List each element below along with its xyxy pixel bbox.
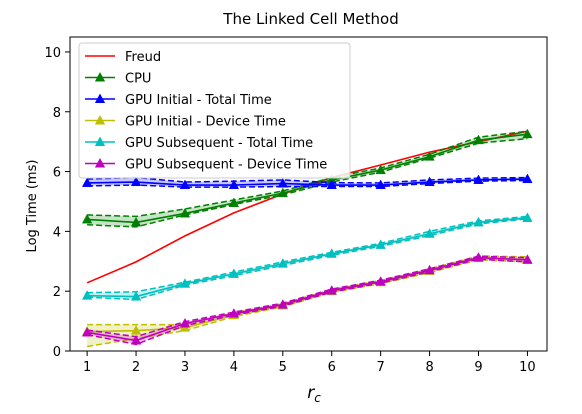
point-gpu-subsequent-total-time-4 bbox=[228, 268, 240, 278]
x-tick-label-4: 4 bbox=[230, 360, 238, 375]
point-gpu-subsequent-device-time-3 bbox=[179, 317, 191, 328]
line-gpu-subsequent-total-time bbox=[87, 217, 528, 298]
point-cpu-9 bbox=[473, 134, 484, 145]
point-gpu-subsequent-device-time-6 bbox=[326, 285, 337, 295]
point-gpu-subsequent-total-time-2 bbox=[130, 291, 142, 301]
point-gpu-subsequent-device-time-2 bbox=[130, 335, 142, 345]
point-cpu-3 bbox=[179, 207, 191, 218]
chart-title: The Linked Cell Method bbox=[222, 10, 398, 28]
x-tick-label-9: 9 bbox=[474, 360, 482, 375]
point-cpu-5 bbox=[277, 187, 288, 198]
band-upper-gpu-subsequent-device-time bbox=[87, 255, 528, 338]
legend-label-freud: Freud bbox=[125, 50, 161, 65]
legend-label-cpu: CPU bbox=[125, 72, 151, 87]
legend-box bbox=[78, 42, 351, 179]
legend-marker-gpu-initial-total-time bbox=[94, 93, 106, 103]
x-axis-label-sub: c bbox=[314, 391, 321, 405]
y-tick-label-8: 8 bbox=[53, 106, 61, 121]
line-gpu-initial-total-time bbox=[87, 178, 528, 186]
legend-marker-gpu-initial-device-time bbox=[94, 114, 106, 125]
point-gpu-initial-total-time-2 bbox=[130, 176, 142, 187]
line-gpu-subsequent-device-time bbox=[86, 256, 528, 342]
x-tick-label-6: 6 bbox=[328, 360, 336, 375]
point-gpu-initial-total-time-3 bbox=[179, 179, 191, 190]
point-gpu-subsequent-total-time-9 bbox=[473, 216, 484, 227]
point-gpu-subsequent-total-time-10 bbox=[522, 212, 533, 222]
y-tick-label-10: 10 bbox=[44, 46, 61, 61]
point-gpu-subsequent-total-time-5 bbox=[277, 258, 288, 268]
legend-label-gpu-subsequent-total-time: GPU Subsequent - Total Time bbox=[125, 136, 313, 151]
x-tick-label-2: 2 bbox=[132, 360, 140, 375]
legend-label-gpu-subsequent-device-time: GPU Subsequent - Device Time bbox=[125, 158, 327, 173]
band-cpu bbox=[87, 131, 528, 227]
point-gpu-initial-total-time-8 bbox=[424, 176, 435, 187]
band-upper-gpu-initial-device-time bbox=[87, 255, 528, 326]
band-upper-cpu bbox=[87, 130, 528, 218]
point-gpu-initial-total-time-5 bbox=[277, 178, 288, 188]
band-upper-gpu-initial-total-time bbox=[87, 176, 528, 184]
point-gpu-initial-total-time-1 bbox=[81, 177, 93, 187]
plot-area: 1 2 3 4 5 6 7 8 9 10 0 2 4 6 8 10 Freud CPU GPU Initial - … bbox=[44, 36, 548, 375]
point-gpu-subsequent-total-time-3 bbox=[179, 278, 191, 288]
band-gpu-subsequent-device-time bbox=[87, 256, 528, 345]
point-gpu-subsequent-device-time-10 bbox=[522, 254, 533, 264]
legend-label-gpu-initial-device-time: GPU Initial - Device Time bbox=[125, 115, 286, 130]
point-cpu-7 bbox=[375, 164, 386, 175]
point-gpu-subsequent-device-time-4 bbox=[228, 308, 240, 318]
y-tick-label-2: 2 bbox=[53, 285, 61, 300]
point-gpu-initial-total-time-7 bbox=[375, 179, 386, 190]
point-cpu-1 bbox=[81, 213, 93, 224]
band-lower-cpu bbox=[87, 137, 528, 228]
band-lower-gpu-subsequent-total-time bbox=[87, 218, 528, 301]
y-tick-label-6: 6 bbox=[53, 166, 61, 181]
x-axis-label: rc bbox=[307, 383, 321, 405]
point-gpu-subsequent-total-time-1 bbox=[81, 290, 93, 300]
point-gpu-subsequent-device-time-7 bbox=[375, 276, 386, 286]
point-gpu-subsequent-total-time-7 bbox=[375, 239, 386, 249]
point-gpu-initial-device-time-2 bbox=[130, 325, 142, 335]
legend-label-gpu-initial-total-time: GPU Initial - Total Time bbox=[125, 93, 272, 108]
point-gpu-initial-total-time-10 bbox=[522, 173, 533, 184]
point-gpu-initial-total-time-6 bbox=[326, 179, 337, 190]
point-gpu-initial-total-time-4 bbox=[228, 179, 240, 190]
point-gpu-subsequent-device-time-8 bbox=[424, 264, 435, 275]
x-tick-label-7: 7 bbox=[377, 360, 385, 375]
point-gpu-subsequent-total-time-8 bbox=[424, 228, 435, 238]
band-upper-gpu-subsequent-total-time bbox=[87, 215, 528, 294]
point-gpu-subsequent-device-time-9 bbox=[473, 252, 484, 262]
x-tick-label-5: 5 bbox=[279, 360, 287, 375]
y-tick-label-4: 4 bbox=[53, 225, 61, 240]
legend-marker-gpu-subsequent-total-time bbox=[94, 136, 106, 146]
axes-frame bbox=[69, 36, 548, 352]
point-gpu-initial-total-time-9 bbox=[473, 174, 484, 184]
x-tick-label-3: 3 bbox=[181, 360, 189, 375]
point-gpu-subsequent-device-time-1 bbox=[81, 326, 93, 337]
y-tick-label-0: 0 bbox=[53, 345, 61, 360]
point-gpu-subsequent-device-time-5 bbox=[277, 299, 288, 309]
y-axis-label: Log Time (ms) bbox=[25, 160, 40, 253]
band-lower-gpu-subsequent-device-time bbox=[86, 258, 528, 346]
x-tick-label-1: 1 bbox=[83, 360, 91, 375]
x-tick-label-8: 8 bbox=[425, 360, 433, 375]
x-axis-label-base: r bbox=[307, 383, 315, 403]
legend-marker-cpu bbox=[94, 71, 106, 82]
x-tick-label-10: 10 bbox=[519, 360, 536, 375]
point-cpu-10 bbox=[522, 128, 533, 139]
point-cpu-8 bbox=[424, 151, 435, 161]
point-cpu-4 bbox=[228, 197, 240, 207]
legend-marker-gpu-subsequent-device-time bbox=[94, 157, 106, 168]
point-cpu-2 bbox=[130, 216, 142, 227]
point-gpu-subsequent-total-time-6 bbox=[326, 248, 337, 258]
band-lower-gpu-initial-total-time bbox=[87, 179, 528, 188]
